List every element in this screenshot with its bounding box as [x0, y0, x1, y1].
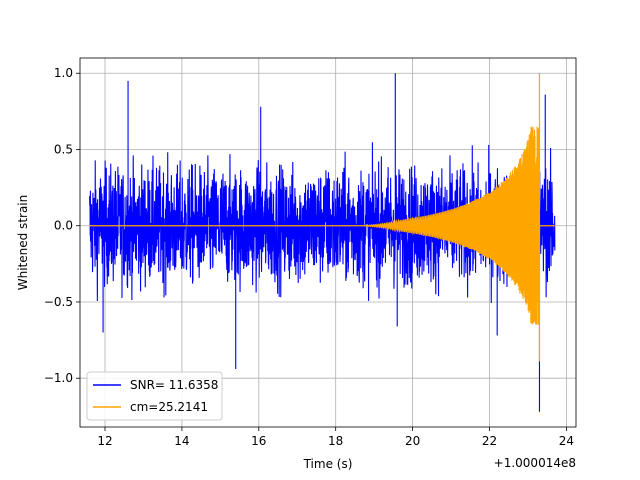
x-axis-label: Time (s): [303, 457, 353, 471]
plot-frame: [79, 57, 577, 428]
legend-box: [86, 371, 223, 421]
x-tick-label: 12: [97, 434, 112, 448]
x-tick-label: 18: [328, 434, 343, 448]
y-tick-label: 1.0: [54, 66, 73, 80]
y-axis-label: Whitened strain: [16, 195, 30, 291]
series-cm-line: [89, 73, 555, 362]
series-layer: [89, 73, 556, 412]
axis-ticks: 12 14 16 18 20 22 24 −1.0 −0.5 0.0 0.5 1.0: [44, 66, 574, 448]
x-tick-label: 14: [174, 434, 189, 448]
y-tick-label: −0.5: [44, 295, 73, 309]
legend: SNR= 11.6358 cm=25.2141: [86, 371, 223, 421]
y-tick-label: 0.0: [54, 219, 73, 233]
x-tick-label: 20: [405, 434, 420, 448]
x-tick-label: 22: [482, 434, 497, 448]
x-tick-label: 16: [251, 434, 266, 448]
y-tick-label: −1.0: [44, 371, 73, 385]
legend-label-snr: SNR= 11.6358: [130, 378, 218, 392]
legend-label-cm: cm=25.2141: [130, 400, 208, 414]
y-tick-label: 0.5: [54, 142, 73, 156]
x-tick-label: 24: [559, 434, 574, 448]
x-offset-label: +1.000014e8: [494, 456, 576, 470]
